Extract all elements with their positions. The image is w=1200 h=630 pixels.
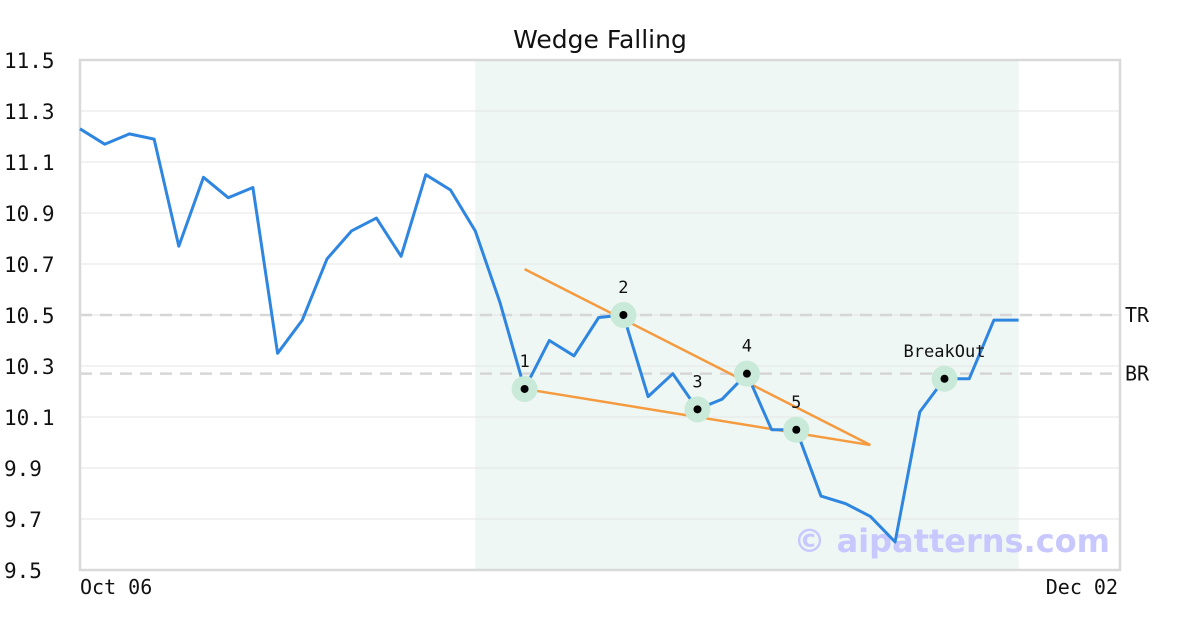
- annotation-label: 2: [618, 278, 628, 298]
- watermark: © aipatterns.com: [793, 522, 1110, 560]
- y-tick-label: 11.1: [4, 151, 55, 175]
- grid-layer: [80, 110, 1120, 520]
- x-tick-label: Oct 06: [80, 575, 152, 599]
- trend-line: [524, 267, 871, 447]
- y-tick-label: 9.7: [4, 508, 42, 532]
- annotation-label: 4: [742, 337, 752, 357]
- annotation-label: 3: [692, 372, 702, 392]
- x-tick-label: Dec 02: [1046, 575, 1118, 599]
- reference-label-tr: TR: [1125, 303, 1150, 327]
- y-tick-label: 10.7: [4, 253, 55, 277]
- y-tick-label: 9.5: [4, 559, 42, 583]
- plot-frame: [78, 58, 1122, 572]
- annotation-label: 1: [519, 352, 529, 372]
- y-tick-label: 11.5: [4, 49, 55, 73]
- x-axis-ticks: Oct 06 Dec 02: [80, 575, 1118, 599]
- annotation-point: [693, 405, 702, 414]
- annotation-label: BreakOut: [904, 342, 986, 362]
- series-line: [79, 127, 1019, 544]
- annotation-point: [619, 311, 628, 319]
- annotation-point: [792, 425, 801, 434]
- y-tick-label: 11.3: [4, 100, 55, 124]
- annotation-label: 5: [791, 393, 801, 413]
- y-tick-label: 10.3: [4, 355, 55, 379]
- annotation-point: [520, 384, 529, 393]
- y-tick-label: 9.9: [4, 457, 42, 481]
- y-tick-label: 10.5: [4, 304, 55, 328]
- annotations-layer: 1 2 3 4 5 BreakOut: [511, 278, 986, 443]
- y-axis-ticks: 11.5 11.3 11.1 10.9 10.7 10.5 10.3 10.1 9.9 9.7 9.…: [4, 49, 55, 583]
- y-tick-label: 10.9: [4, 202, 55, 226]
- chart-title: Wedge Falling: [513, 25, 687, 54]
- series-layer: [79, 127, 1019, 544]
- annotation-point: [742, 369, 751, 378]
- reference-label-br: BR: [1125, 362, 1150, 386]
- annotation-point: [940, 374, 949, 383]
- y-tick-label: 10.1: [4, 406, 55, 430]
